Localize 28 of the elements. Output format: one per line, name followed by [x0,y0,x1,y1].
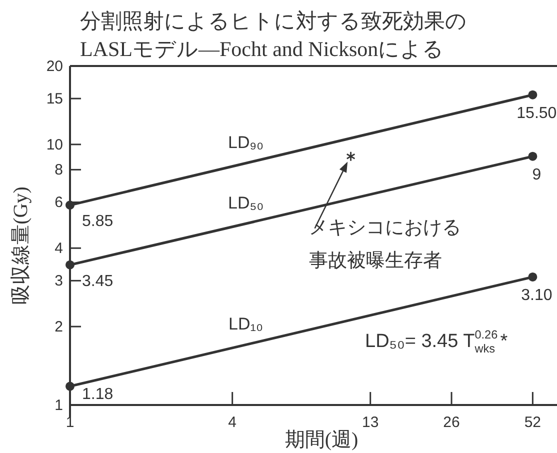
data-label: 3.45 [82,272,114,290]
series-label: LD₅₀ [228,194,264,213]
data-label: 1.18 [82,386,114,403]
y-tick-label: 20 [46,58,63,75]
x-tick-label: 1 [66,414,74,431]
data-label: 9 [532,166,542,184]
x-tick-label: 13 [362,414,379,431]
y-tick-label: 3 [54,272,63,290]
y-tick-label: 8 [54,162,63,179]
x-tick-label: 26 [443,414,460,431]
y-tick-label: 10 [46,136,63,154]
series-label: LD₉₀ [228,133,264,152]
data-label: 5.85 [82,213,114,230]
annotation: LD₅₀= 3.45 T$^{0.26}$$_{wks}$ * [365,328,508,356]
y-axis-title: 吸収線量(Gy) [10,186,32,304]
y-tick-label: 1 [54,397,63,414]
y-tick-label: 15 [46,90,63,108]
x-axis-title: 期間(週) [284,429,358,451]
x-tick-label: 4 [228,414,237,431]
data-label: 15.50 [516,104,557,122]
y-tick-label: 2 [54,318,63,336]
y-tick-label: 6 [54,194,63,212]
y-tick-label: 4 [54,240,63,258]
series-label: LD₁₀ [228,314,264,334]
annotation: メキシコにおける事故被曝生存者 [308,217,461,272]
x-tick-label: 52 [524,414,542,431]
data-label: 3.10 [521,286,552,304]
chart-title: 分割照射によるヒトに対する致死効果の LASLモデル—Focht and Nicksonによる [80,9,467,61]
